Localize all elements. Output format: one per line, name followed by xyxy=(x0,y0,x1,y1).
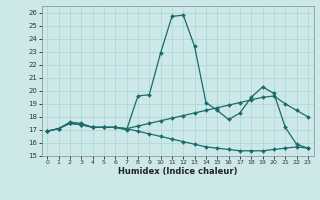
X-axis label: Humidex (Indice chaleur): Humidex (Indice chaleur) xyxy=(118,167,237,176)
